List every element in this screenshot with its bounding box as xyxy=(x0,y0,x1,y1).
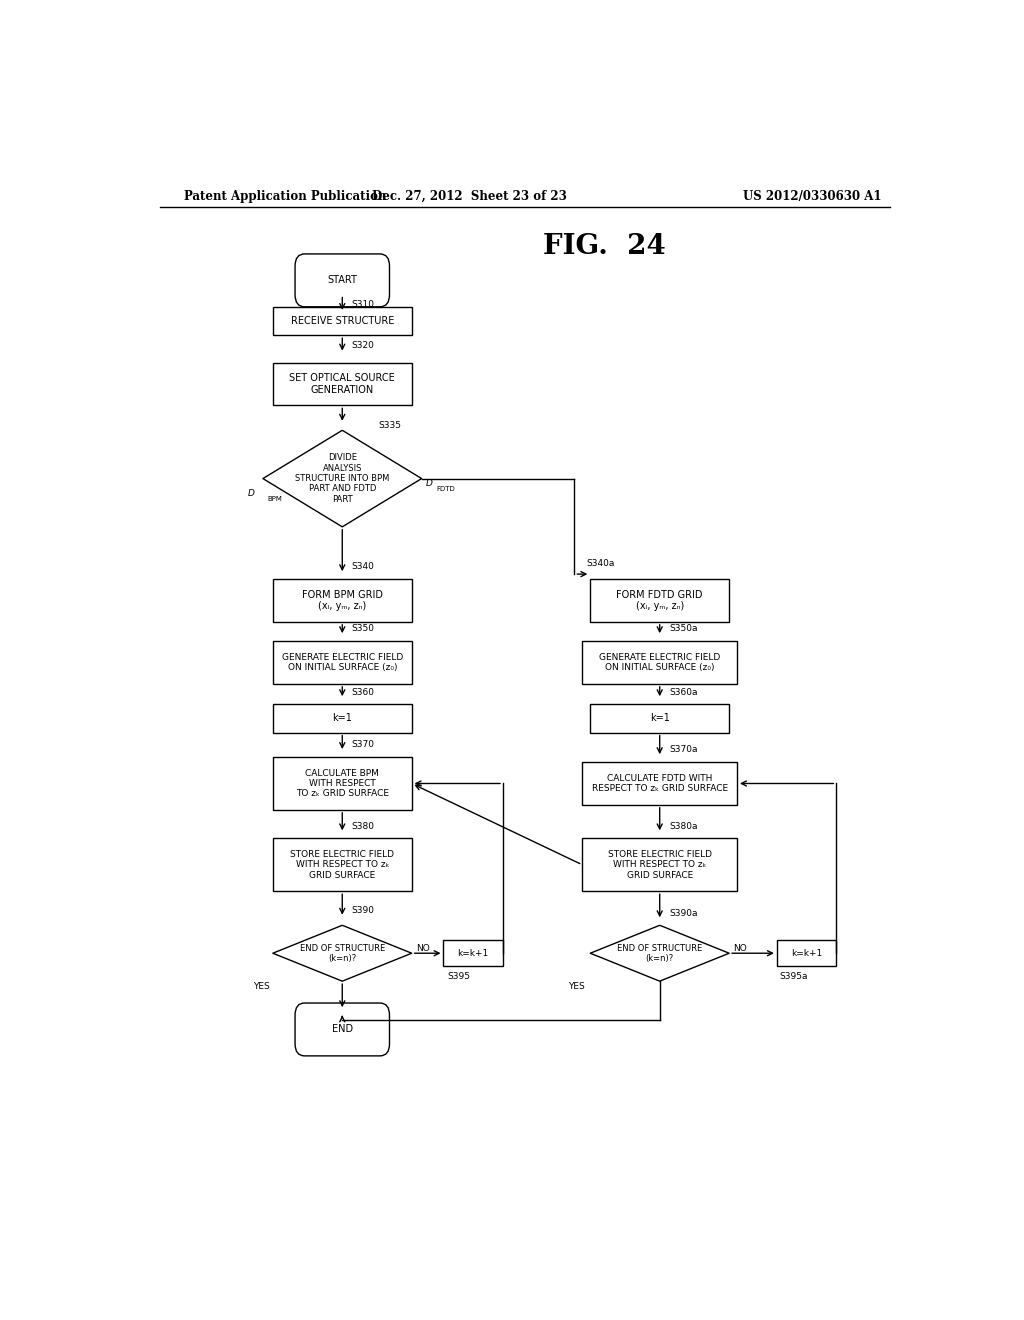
Text: NO: NO xyxy=(733,944,746,953)
Text: CALCULATE BPM
WITH RESPECT
TO zₖ GRID SURFACE: CALCULATE BPM WITH RESPECT TO zₖ GRID SU… xyxy=(296,768,389,799)
Text: FDTD: FDTD xyxy=(436,486,455,492)
FancyBboxPatch shape xyxy=(272,758,412,810)
Text: S340a: S340a xyxy=(587,560,614,569)
Text: FORM BPM GRID
(xₗ, yₘ, zₙ): FORM BPM GRID (xₗ, yₘ, zₙ) xyxy=(302,590,383,611)
Polygon shape xyxy=(263,430,422,527)
Text: S380a: S380a xyxy=(670,821,697,830)
Polygon shape xyxy=(272,925,412,981)
Text: S380: S380 xyxy=(352,821,375,830)
Text: S350a: S350a xyxy=(670,624,697,634)
Text: k=k+1: k=k+1 xyxy=(458,949,488,958)
Text: SET OPTICAL SOURCE
GENERATION: SET OPTICAL SOURCE GENERATION xyxy=(290,374,395,395)
Text: S395a: S395a xyxy=(779,972,808,981)
Text: YES: YES xyxy=(568,982,585,991)
Text: STORE ELECTRIC FIELD
WITH RESPECT TO zₖ
GRID SURFACE: STORE ELECTRIC FIELD WITH RESPECT TO zₖ … xyxy=(290,850,394,879)
Text: D: D xyxy=(426,479,432,488)
Text: S320: S320 xyxy=(352,341,375,350)
Text: FIG.  24: FIG. 24 xyxy=(543,234,666,260)
FancyBboxPatch shape xyxy=(590,704,729,733)
FancyBboxPatch shape xyxy=(295,253,389,306)
FancyBboxPatch shape xyxy=(272,579,412,622)
Polygon shape xyxy=(590,925,729,981)
Text: END OF STRUCTURE
(k=n)?: END OF STRUCTURE (k=n)? xyxy=(617,944,702,962)
Text: YES: YES xyxy=(253,982,269,991)
FancyBboxPatch shape xyxy=(272,642,412,684)
Text: DIVIDE
ANALYSIS
STRUCTURE INTO BPM
PART AND FDTD
PART: DIVIDE ANALYSIS STRUCTURE INTO BPM PART … xyxy=(295,453,389,504)
FancyBboxPatch shape xyxy=(590,579,729,622)
Text: S395: S395 xyxy=(447,972,470,981)
Text: RECEIVE STRUCTURE: RECEIVE STRUCTURE xyxy=(291,315,394,326)
Text: START: START xyxy=(328,276,357,285)
Text: k=k+1: k=k+1 xyxy=(791,949,822,958)
FancyBboxPatch shape xyxy=(272,704,412,733)
Text: END OF STRUCTURE
(k=n)?: END OF STRUCTURE (k=n)? xyxy=(300,944,385,962)
Text: S390: S390 xyxy=(352,906,375,915)
FancyBboxPatch shape xyxy=(583,762,737,805)
Text: S360: S360 xyxy=(352,688,375,697)
Text: S390a: S390a xyxy=(670,908,697,917)
Text: GENERATE ELECTRIC FIELD
ON INITIAL SURFACE (z₀): GENERATE ELECTRIC FIELD ON INITIAL SURFA… xyxy=(282,653,402,672)
Text: S310: S310 xyxy=(352,300,375,309)
Text: GENERATE ELECTRIC FIELD
ON INITIAL SURFACE (z₀): GENERATE ELECTRIC FIELD ON INITIAL SURFA… xyxy=(599,653,720,672)
Text: S370a: S370a xyxy=(670,746,697,755)
FancyBboxPatch shape xyxy=(583,642,737,684)
FancyBboxPatch shape xyxy=(777,940,837,966)
Text: S340: S340 xyxy=(352,562,375,572)
FancyBboxPatch shape xyxy=(583,838,737,891)
Text: S360a: S360a xyxy=(670,688,697,697)
Text: k=1: k=1 xyxy=(333,713,352,723)
FancyBboxPatch shape xyxy=(443,940,503,966)
Text: S350: S350 xyxy=(352,624,375,634)
Text: FORM FDTD GRID
(xₗ, yₘ, zₙ): FORM FDTD GRID (xₗ, yₘ, zₙ) xyxy=(616,590,702,611)
Text: STORE ELECTRIC FIELD
WITH RESPECT TO zₖ
GRID SURFACE: STORE ELECTRIC FIELD WITH RESPECT TO zₖ … xyxy=(607,850,712,879)
Text: BPM: BPM xyxy=(267,496,282,502)
FancyBboxPatch shape xyxy=(272,838,412,891)
Text: S370: S370 xyxy=(352,741,375,750)
Text: S335: S335 xyxy=(378,421,401,430)
FancyBboxPatch shape xyxy=(295,1003,389,1056)
Text: END: END xyxy=(332,1024,353,1035)
Text: US 2012/0330630 A1: US 2012/0330630 A1 xyxy=(743,190,882,202)
FancyBboxPatch shape xyxy=(272,363,412,405)
FancyBboxPatch shape xyxy=(272,306,412,335)
Text: Patent Application Publication: Patent Application Publication xyxy=(183,190,386,202)
Text: CALCULATE FDTD WITH
RESPECT TO zₖ GRID SURFACE: CALCULATE FDTD WITH RESPECT TO zₖ GRID S… xyxy=(592,774,728,793)
Text: Dec. 27, 2012  Sheet 23 of 23: Dec. 27, 2012 Sheet 23 of 23 xyxy=(372,190,566,202)
Text: NO: NO xyxy=(416,944,429,953)
Text: k=1: k=1 xyxy=(650,713,670,723)
Text: D: D xyxy=(248,490,255,499)
